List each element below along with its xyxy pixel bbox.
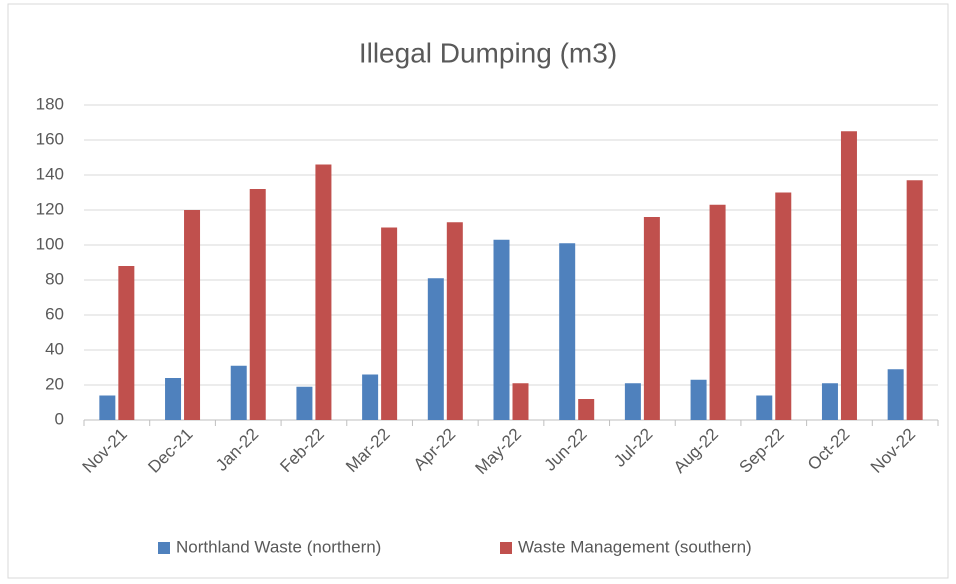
bar — [624, 383, 641, 420]
y-tick-label: 20 — [45, 374, 64, 393]
legend-label: Waste Management (southern) — [518, 537, 752, 556]
y-tick-label: 140 — [36, 164, 64, 183]
legend-swatch — [500, 542, 512, 554]
bar — [512, 383, 529, 420]
bar — [427, 278, 444, 420]
bar — [906, 180, 923, 420]
bar — [362, 374, 379, 420]
legend-swatch — [158, 542, 170, 554]
y-tick-label: 120 — [36, 199, 64, 218]
legend-label: Northland Waste (northern) — [176, 537, 381, 556]
y-tick-label: 100 — [36, 234, 64, 253]
bar — [381, 227, 398, 420]
bar — [296, 386, 313, 420]
bar — [643, 217, 660, 420]
bar — [775, 192, 792, 420]
bar — [184, 210, 201, 420]
bar — [249, 189, 266, 420]
bar — [578, 399, 595, 420]
bar — [887, 369, 904, 420]
bar — [821, 383, 838, 420]
bar — [99, 395, 116, 420]
y-tick-label: 160 — [36, 129, 64, 148]
bar — [315, 164, 332, 420]
bar — [840, 131, 857, 420]
bar — [230, 365, 247, 420]
y-tick-label: 0 — [55, 409, 64, 428]
y-tick-label: 60 — [45, 304, 64, 323]
y-tick-label: 40 — [45, 339, 64, 358]
chart-title: Illegal Dumping (m3) — [359, 37, 617, 68]
bar — [493, 239, 510, 420]
y-tick-label: 80 — [45, 269, 64, 288]
bar — [559, 243, 576, 420]
bar — [690, 379, 707, 420]
chart-border — [7, 3, 949, 579]
bar — [756, 395, 773, 420]
bar — [709, 204, 726, 420]
bar — [446, 222, 463, 420]
y-tick-label: 180 — [36, 94, 64, 113]
bar — [118, 266, 135, 420]
bar — [165, 378, 182, 420]
